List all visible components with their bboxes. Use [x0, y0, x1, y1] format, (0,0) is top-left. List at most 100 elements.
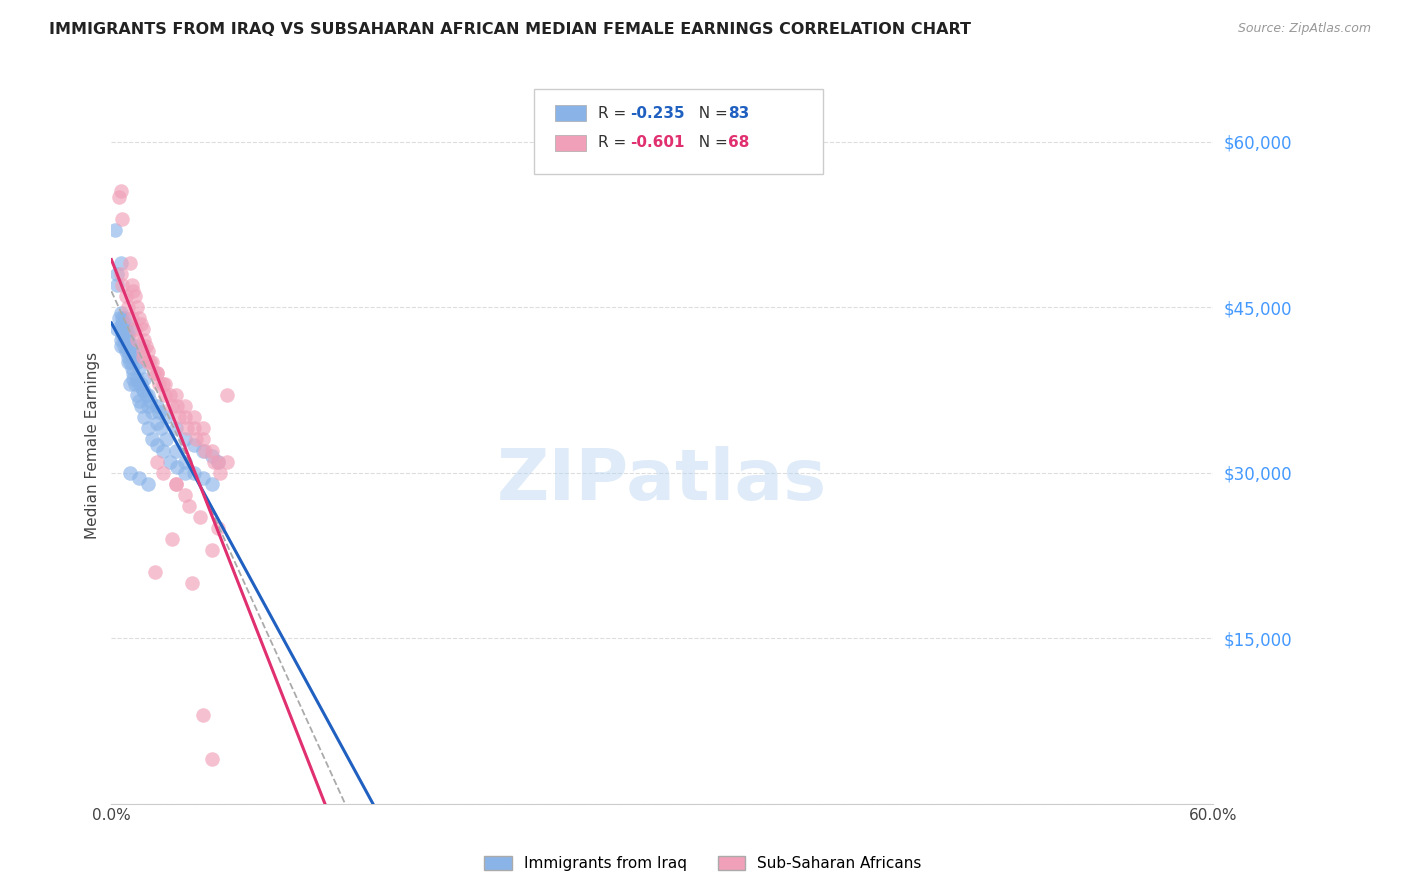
Point [173, 400, 195, 414]
Point [142, 366, 165, 380]
Point [104, 223, 127, 237]
Point [207, 454, 229, 468]
Point [146, 366, 169, 380]
Point [135, 339, 157, 353]
Point [105, 277, 128, 292]
Point [117, 344, 139, 359]
Point [115, 344, 138, 359]
Point [207, 454, 229, 468]
Point [169, 410, 191, 425]
Point [166, 460, 188, 475]
Point [124, 289, 146, 303]
Point [129, 400, 152, 414]
Point [121, 350, 143, 364]
Point [139, 393, 162, 408]
Point [152, 466, 174, 480]
Point [118, 377, 141, 392]
Point [166, 400, 188, 414]
Point [193, 443, 215, 458]
Point [111, 277, 134, 292]
Point [124, 339, 146, 353]
Point [115, 289, 138, 303]
Point [165, 476, 187, 491]
Point [112, 339, 135, 353]
Point [141, 405, 163, 419]
Point [201, 542, 224, 557]
Point [121, 311, 143, 326]
Point [131, 383, 153, 397]
Text: -0.601: -0.601 [630, 136, 685, 150]
Point [122, 350, 145, 364]
Point [122, 372, 145, 386]
Text: 83: 83 [728, 106, 749, 120]
Point [118, 355, 141, 369]
Point [110, 333, 132, 347]
Point [173, 454, 195, 468]
Point [127, 333, 149, 347]
Point [193, 433, 215, 447]
Point [173, 466, 195, 480]
Point [131, 383, 153, 397]
Point [165, 476, 187, 491]
Point [165, 388, 187, 402]
Point [110, 305, 132, 319]
Point [159, 388, 181, 402]
Text: -0.235: -0.235 [630, 106, 685, 120]
Point [128, 393, 150, 408]
Point [160, 532, 183, 546]
Point [183, 438, 205, 452]
Point [188, 509, 211, 524]
Point [129, 377, 152, 392]
Point [124, 377, 146, 392]
Point [135, 388, 157, 402]
Point [131, 344, 153, 359]
Text: 68: 68 [728, 136, 749, 150]
Point [111, 327, 134, 342]
Point [117, 333, 139, 347]
Point [146, 400, 169, 414]
Text: Source: ZipAtlas.com: Source: ZipAtlas.com [1237, 22, 1371, 36]
Text: R =: R = [598, 106, 631, 120]
Point [107, 311, 129, 326]
Point [145, 565, 167, 579]
Point [124, 322, 146, 336]
Point [127, 300, 149, 314]
Text: ZIPatlas: ZIPatlas [498, 446, 827, 516]
Point [165, 443, 187, 458]
Point [193, 708, 215, 723]
Text: N =: N = [689, 106, 733, 120]
Point [136, 344, 159, 359]
Point [122, 366, 145, 380]
Point [184, 433, 207, 447]
Point [177, 499, 200, 513]
Point [105, 322, 128, 336]
Point [134, 372, 156, 386]
Point [128, 360, 150, 375]
Point [110, 184, 132, 198]
Point [131, 350, 153, 364]
Point [105, 267, 128, 281]
Point [122, 284, 145, 298]
Point [155, 410, 177, 425]
Point [159, 454, 181, 468]
Point [181, 576, 204, 591]
Point [193, 471, 215, 485]
Point [117, 300, 139, 314]
Point [128, 311, 150, 326]
Point [112, 311, 135, 326]
Point [110, 339, 132, 353]
Point [134, 333, 156, 347]
Point [131, 322, 153, 336]
Point [194, 443, 217, 458]
Point [201, 449, 224, 463]
Point [148, 377, 170, 392]
Point [115, 322, 138, 336]
Point [153, 377, 176, 392]
Point [118, 322, 141, 336]
Point [146, 438, 169, 452]
Point [112, 333, 135, 347]
Point [173, 488, 195, 502]
Point [121, 344, 143, 359]
Point [128, 377, 150, 392]
Point [155, 433, 177, 447]
